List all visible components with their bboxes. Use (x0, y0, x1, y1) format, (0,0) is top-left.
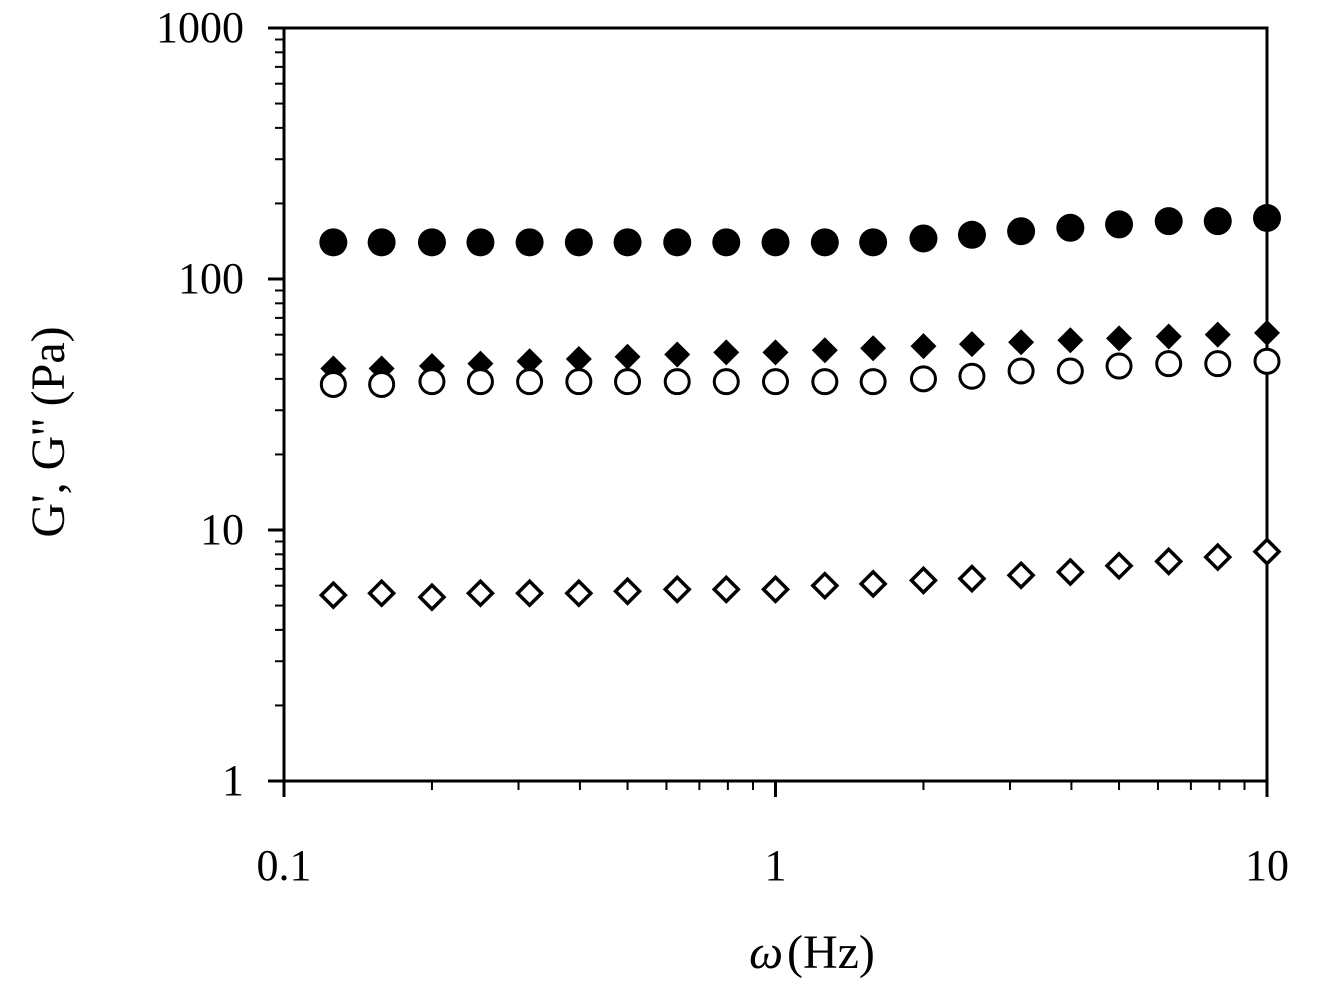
data-point (1056, 357, 1084, 385)
data-point (811, 368, 839, 396)
data-point (1007, 217, 1036, 246)
data-point (713, 339, 740, 366)
data-point (909, 365, 937, 393)
data-point (958, 362, 986, 390)
data-point (515, 578, 545, 608)
data-point (466, 228, 495, 257)
x-axis-symbol: ω (749, 926, 783, 979)
data-point (564, 228, 593, 257)
data-point (1106, 325, 1133, 352)
data-point (860, 335, 887, 362)
data-point (515, 228, 544, 257)
data-point (859, 228, 888, 257)
y-axis-label: G', G'' (Pa) (22, 326, 75, 537)
data-point (418, 368, 446, 396)
data-point (1008, 329, 1035, 356)
data-point (712, 368, 740, 396)
data-point (957, 564, 987, 594)
data-point (516, 348, 543, 375)
data-point (858, 569, 888, 599)
series-circle-open (319, 347, 1281, 398)
data-point (1204, 350, 1232, 378)
data-point (662, 574, 692, 604)
y-tick-label: 100 (178, 254, 244, 303)
data-point (1253, 347, 1281, 375)
data-point (417, 582, 447, 612)
data-point (1104, 551, 1134, 581)
x-major-ticks (282, 781, 1269, 797)
data-point (1252, 537, 1282, 567)
data-point (712, 228, 741, 257)
data-point (810, 228, 839, 257)
plot-frame (282, 26, 1269, 783)
data-point (859, 368, 887, 396)
y-tick-label: 1000 (156, 3, 244, 52)
data-point (910, 333, 937, 360)
x-axis-label: ω(Hz) (749, 926, 875, 979)
data-point (613, 228, 642, 257)
data-point (465, 578, 495, 608)
data-point (1007, 357, 1035, 385)
y-major-ticks (268, 26, 284, 783)
data-point (318, 580, 348, 610)
data-point (367, 578, 397, 608)
x-axis-unit: (Hz) (787, 926, 875, 979)
y-tick-labels: 1 10 100 1000 (156, 3, 244, 805)
data-point (663, 368, 691, 396)
data-point (1203, 542, 1233, 572)
data-point (810, 571, 840, 601)
data-point (1105, 352, 1133, 380)
data-point (614, 368, 642, 396)
data-point (1055, 557, 1085, 587)
data-point (1006, 560, 1036, 590)
x-tick-labels: 0.1 1 10 (257, 841, 1290, 890)
data-point (663, 228, 692, 257)
data-point (565, 346, 592, 373)
y-tick-label: 1 (222, 756, 244, 805)
data-point (466, 368, 494, 396)
data-point (613, 576, 643, 606)
data-point (367, 228, 396, 257)
y-tick-label: 10 (200, 505, 244, 554)
data-point (319, 370, 347, 398)
data-point (516, 368, 544, 396)
data-point (1204, 321, 1231, 348)
x-tick-label: 0.1 (257, 841, 312, 890)
data-point (762, 368, 789, 396)
data-point (1155, 350, 1183, 378)
data-point (1154, 207, 1183, 236)
data-point (811, 337, 838, 364)
data-point (664, 341, 691, 368)
data-point (1105, 210, 1134, 239)
data-point (909, 224, 938, 253)
data-point (319, 228, 348, 257)
data-point (957, 220, 986, 249)
data-point (711, 574, 741, 604)
data-point (1056, 213, 1085, 242)
series-layer (318, 203, 1282, 612)
data-point (1203, 207, 1232, 236)
x-tick-label: 1 (765, 841, 787, 890)
data-point (761, 574, 790, 604)
data-point (1254, 319, 1280, 346)
data-point (1057, 327, 1084, 354)
data-point (564, 578, 594, 608)
data-point (761, 228, 790, 257)
data-point (1253, 203, 1281, 232)
x-tick-label: 10 (1245, 841, 1289, 890)
series-diamond-filled (320, 319, 1280, 382)
data-point (958, 331, 985, 358)
data-point (1154, 546, 1184, 576)
data-point (908, 565, 938, 595)
series-diamond-open (318, 537, 1282, 612)
data-point (1155, 323, 1182, 350)
series-circle-filled (319, 203, 1281, 257)
data-point (762, 339, 789, 366)
data-point (565, 368, 593, 396)
data-point (417, 228, 446, 257)
data-point (614, 343, 641, 370)
data-point (368, 370, 396, 398)
